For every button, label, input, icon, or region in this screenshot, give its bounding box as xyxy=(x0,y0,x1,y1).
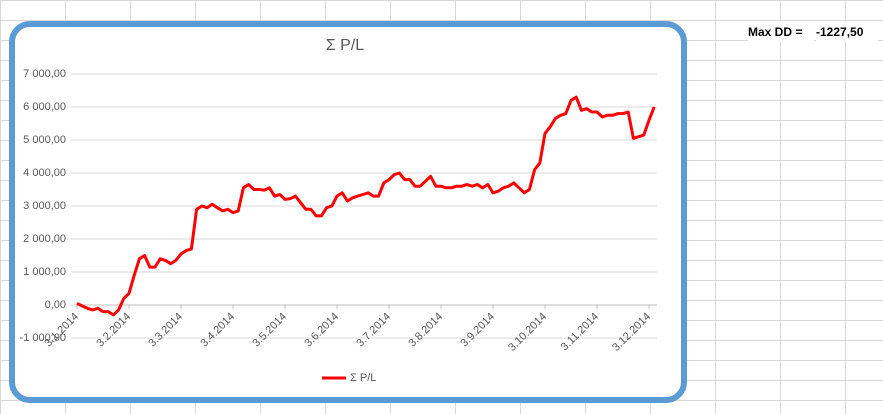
cell-label: Max DD = xyxy=(748,22,814,42)
y-tick-label: 5 000,00 xyxy=(23,134,66,146)
y-tick-label: 0,00 xyxy=(45,299,66,311)
data-line xyxy=(76,95,656,317)
y-tick-label: -1 000,00 xyxy=(20,332,66,344)
y-tick-label: 3 000,00 xyxy=(23,200,66,212)
chart-title: Σ P/L xyxy=(326,37,364,54)
legend-label: Σ P/L xyxy=(350,372,376,384)
y-tick-label: 6 000,00 xyxy=(23,101,66,113)
y-tick-label: 1 000,00 xyxy=(23,266,66,278)
chart-frame xyxy=(9,21,687,403)
cell-value: -1227,50 xyxy=(816,22,878,42)
y-tick-label: 7 000,00 xyxy=(23,68,66,80)
y-tick-label: 4 000,00 xyxy=(23,167,66,179)
y-tick-label: 2 000,00 xyxy=(23,233,66,245)
